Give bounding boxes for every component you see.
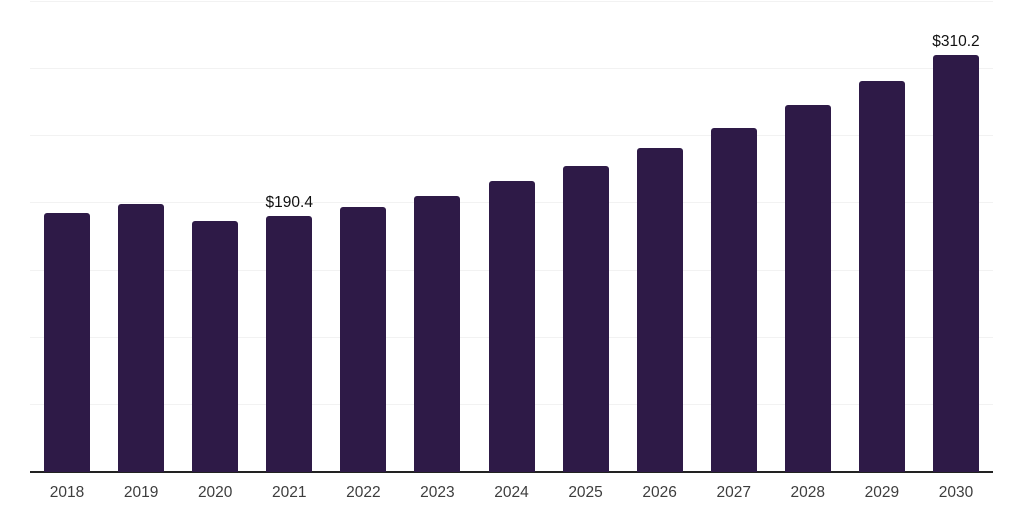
plot-area: $190.4 $310.2: [30, 1, 993, 473]
gridline-250: [30, 135, 993, 137]
bar-2028[interactable]: [784, 105, 831, 472]
bar-2021[interactable]: [266, 216, 313, 472]
data-label-2030: $310.2: [932, 33, 980, 51]
bar-2019[interactable]: [118, 203, 165, 472]
x-tick-2024: 2024: [494, 484, 529, 501]
x-tick-2022: 2022: [346, 484, 381, 501]
x-tick-2030: 2030: [938, 484, 974, 501]
x-axis-line: [30, 471, 993, 473]
bar-2024[interactable]: [488, 181, 535, 472]
x-tick-2026: 2026: [642, 484, 677, 501]
bar-2029[interactable]: [858, 81, 905, 472]
bar-2020[interactable]: [192, 220, 239, 472]
x-tick-2029: 2029: [864, 484, 900, 501]
gridline-300: [30, 68, 993, 70]
x-axis-labels: 2018 2019 2020 2021 2022 2023 2024 2025 2026 2027…: [30, 484, 993, 504]
bar-2026[interactable]: [636, 148, 683, 472]
x-tick-2028: 2028: [790, 484, 826, 501]
bar-2027[interactable]: [710, 128, 757, 472]
x-tick-2023: 2023: [420, 484, 455, 501]
bar-2025[interactable]: [562, 166, 609, 472]
bar-2023[interactable]: [414, 195, 461, 472]
gridline-350: [30, 1, 993, 2]
x-tick-2018: 2018: [49, 484, 85, 501]
x-tick-2027: 2027: [716, 484, 751, 501]
bar-2030[interactable]: [932, 55, 979, 472]
x-tick-2025: 2025: [568, 484, 603, 501]
x-tick-2020: 2020: [197, 484, 233, 501]
bar-2022[interactable]: [340, 206, 387, 472]
data-label-2021: $190.4: [265, 194, 313, 212]
x-tick-2021: 2021: [272, 484, 307, 501]
bar-2018[interactable]: [44, 212, 91, 472]
x-tick-2019: 2019: [123, 484, 159, 501]
